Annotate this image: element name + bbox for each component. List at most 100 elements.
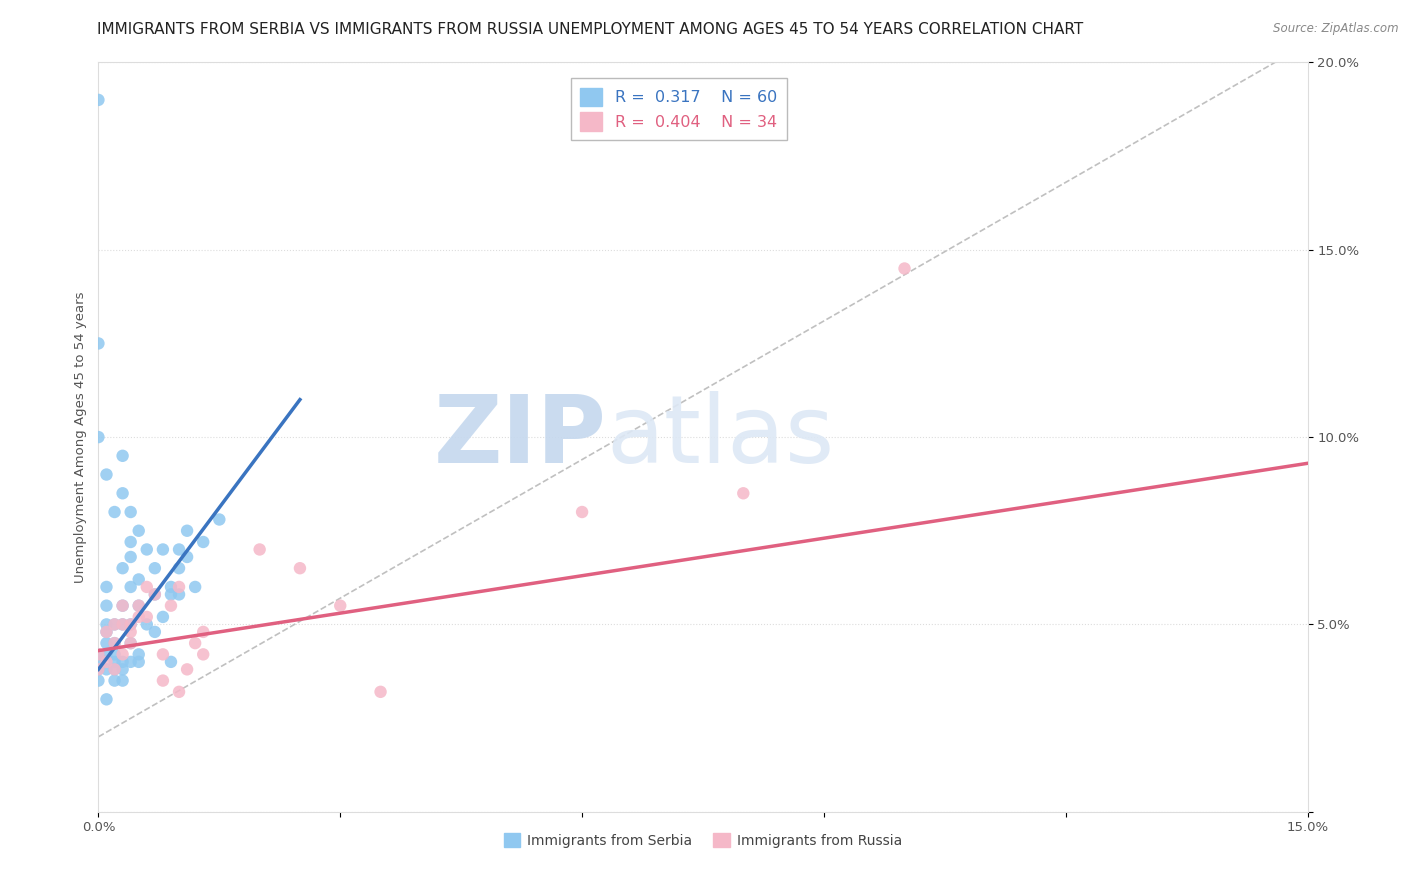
Point xyxy=(128,599,150,613)
Point xyxy=(167,685,190,699)
Point xyxy=(103,505,125,519)
Point xyxy=(87,430,110,444)
Legend: Immigrants from Serbia, Immigrants from Russia: Immigrants from Serbia, Immigrants from … xyxy=(498,828,908,854)
Point xyxy=(893,261,915,276)
Point xyxy=(103,648,125,662)
Point xyxy=(87,648,110,662)
Point xyxy=(111,449,134,463)
Point xyxy=(96,624,118,639)
Point xyxy=(167,542,190,557)
Point xyxy=(120,549,142,564)
Point xyxy=(160,599,183,613)
Point xyxy=(160,580,183,594)
Point xyxy=(111,617,134,632)
Point xyxy=(111,617,134,632)
Point xyxy=(128,648,150,662)
Point xyxy=(208,512,231,526)
Point xyxy=(288,561,311,575)
Point xyxy=(103,636,125,650)
Point xyxy=(87,673,110,688)
Point xyxy=(167,587,190,601)
Point xyxy=(103,617,125,632)
Point xyxy=(87,662,110,676)
Point xyxy=(160,655,183,669)
Text: atlas: atlas xyxy=(606,391,835,483)
Point xyxy=(370,685,392,699)
Point xyxy=(176,549,198,564)
Point xyxy=(193,624,215,639)
Point xyxy=(184,636,207,650)
Point xyxy=(96,624,118,639)
Point xyxy=(120,636,142,650)
Text: ZIP: ZIP xyxy=(433,391,606,483)
Point xyxy=(152,648,174,662)
Point xyxy=(143,624,166,639)
Point xyxy=(167,561,190,575)
Point xyxy=(128,599,150,613)
Point xyxy=(160,587,183,601)
Point xyxy=(103,655,125,669)
Point xyxy=(120,535,142,549)
Point xyxy=(135,542,157,557)
Point xyxy=(120,617,142,632)
Point xyxy=(135,610,157,624)
Point xyxy=(96,692,118,706)
Point xyxy=(120,617,142,632)
Point xyxy=(143,587,166,601)
Point xyxy=(176,662,198,676)
Point xyxy=(96,580,118,594)
Point xyxy=(128,573,150,587)
Point xyxy=(152,673,174,688)
Point xyxy=(96,662,118,676)
Point xyxy=(120,655,142,669)
Point xyxy=(167,580,190,594)
Point xyxy=(111,648,134,662)
Point xyxy=(184,580,207,594)
Point xyxy=(193,648,215,662)
Point xyxy=(329,599,352,613)
Point xyxy=(111,486,134,500)
Point xyxy=(103,617,125,632)
Point xyxy=(87,662,110,676)
Y-axis label: Unemployment Among Ages 45 to 54 years: Unemployment Among Ages 45 to 54 years xyxy=(75,292,87,582)
Point xyxy=(111,673,134,688)
Point xyxy=(176,524,198,538)
Point xyxy=(87,648,110,662)
Point xyxy=(120,580,142,594)
Point xyxy=(135,617,157,632)
Point xyxy=(103,662,125,676)
Point xyxy=(152,610,174,624)
Point xyxy=(96,617,118,632)
Text: IMMIGRANTS FROM SERBIA VS IMMIGRANTS FROM RUSSIA UNEMPLOYMENT AMONG AGES 45 TO 5: IMMIGRANTS FROM SERBIA VS IMMIGRANTS FRO… xyxy=(97,22,1084,37)
Point xyxy=(111,561,134,575)
Point xyxy=(96,636,118,650)
Point xyxy=(111,599,134,613)
Point xyxy=(571,505,593,519)
Point xyxy=(96,467,118,482)
Point xyxy=(111,662,134,676)
Point xyxy=(152,542,174,557)
Point xyxy=(103,662,125,676)
Point xyxy=(143,561,166,575)
Point xyxy=(193,535,215,549)
Point xyxy=(103,636,125,650)
Point xyxy=(96,599,118,613)
Point xyxy=(96,648,118,662)
Point xyxy=(111,599,134,613)
Point xyxy=(128,610,150,624)
Point xyxy=(120,636,142,650)
Point xyxy=(120,505,142,519)
Point xyxy=(120,624,142,639)
Point xyxy=(87,336,110,351)
Point xyxy=(135,580,157,594)
Point xyxy=(87,93,110,107)
Point xyxy=(128,524,150,538)
Point xyxy=(96,655,118,669)
Point xyxy=(143,587,166,601)
Point xyxy=(87,655,110,669)
Point xyxy=(249,542,271,557)
Point xyxy=(103,673,125,688)
Point xyxy=(733,486,755,500)
Point xyxy=(111,655,134,669)
Point xyxy=(128,655,150,669)
